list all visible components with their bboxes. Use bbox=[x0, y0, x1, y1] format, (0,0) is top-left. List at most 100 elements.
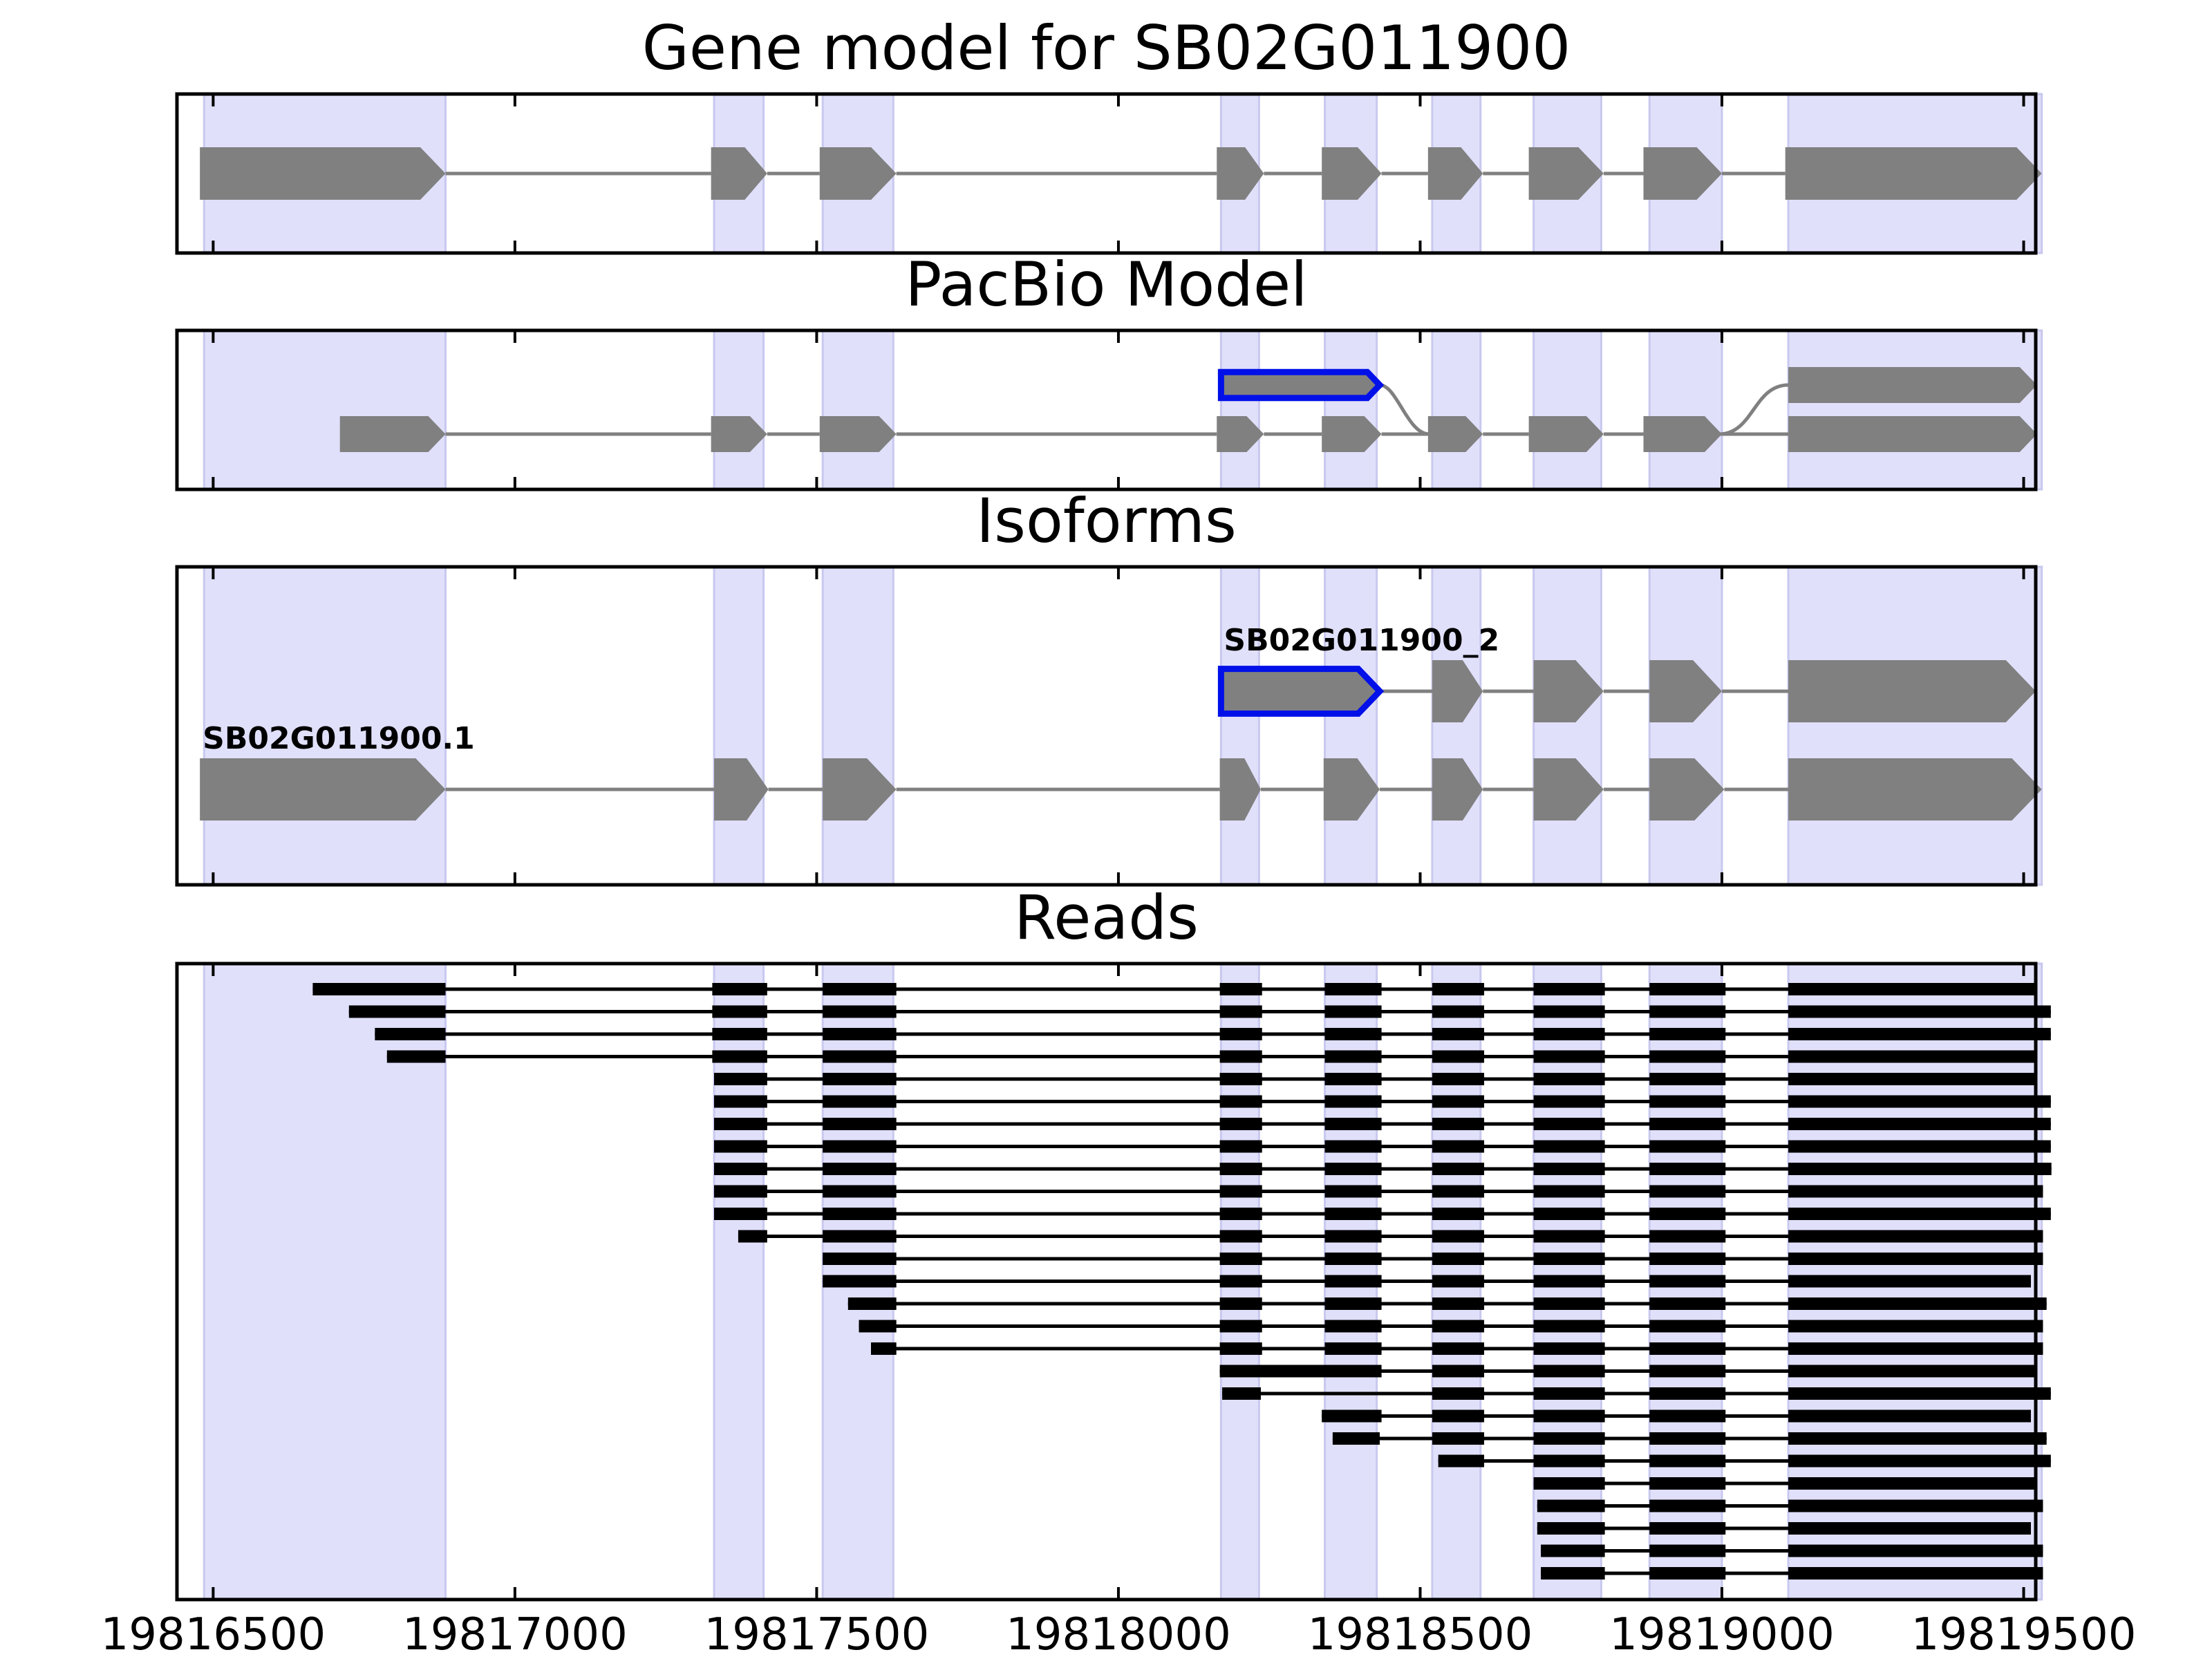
read-block bbox=[1432, 1297, 1485, 1310]
read-block bbox=[1533, 1185, 1605, 1198]
read-block bbox=[1324, 1005, 1382, 1018]
read-row bbox=[823, 1275, 2032, 1288]
read-block bbox=[1219, 1185, 1262, 1198]
exon-band bbox=[1787, 329, 2043, 491]
read-row bbox=[714, 1185, 2043, 1198]
read-block bbox=[1649, 1297, 1726, 1310]
read-block bbox=[1533, 1342, 1605, 1355]
read-row bbox=[348, 1005, 2051, 1018]
read-block bbox=[1219, 1140, 1262, 1153]
exon-band bbox=[1648, 565, 1723, 886]
read-block bbox=[738, 1230, 767, 1243]
read-row bbox=[1219, 1365, 2037, 1378]
transcript-track bbox=[339, 416, 2037, 452]
read-block bbox=[1432, 1005, 1485, 1018]
read-block bbox=[1533, 1387, 1605, 1400]
read-block bbox=[1432, 1365, 1485, 1378]
read-block bbox=[871, 1342, 897, 1355]
read-block bbox=[1649, 1185, 1726, 1198]
read-block bbox=[823, 1208, 897, 1220]
read-block bbox=[823, 983, 897, 995]
exon bbox=[1788, 416, 2037, 452]
exon bbox=[1643, 416, 1723, 452]
read-block bbox=[1219, 1073, 1262, 1085]
read-block bbox=[1649, 1387, 1726, 1400]
exon bbox=[1427, 147, 1483, 200]
exon bbox=[1788, 660, 2036, 722]
isoform-label: SB02G011900_2 bbox=[1224, 623, 1499, 658]
read-block bbox=[312, 983, 446, 995]
read-block bbox=[1533, 1365, 1605, 1378]
read-block bbox=[1324, 1297, 1382, 1310]
read-block bbox=[1541, 1544, 1605, 1557]
read-block bbox=[1788, 1499, 2043, 1512]
read-block bbox=[1324, 1118, 1382, 1130]
read-block bbox=[1219, 1297, 1262, 1310]
read-block bbox=[1219, 1342, 1262, 1355]
exon bbox=[711, 147, 767, 200]
read-block bbox=[1432, 1050, 1485, 1063]
read-block bbox=[1788, 1140, 2051, 1153]
read-block bbox=[1332, 1432, 1380, 1445]
read-block bbox=[1649, 1342, 1726, 1355]
read-block bbox=[1219, 1095, 1262, 1108]
read-block bbox=[714, 1163, 767, 1175]
read-block bbox=[1533, 1477, 1605, 1490]
read-row bbox=[714, 1095, 2051, 1108]
exon bbox=[1322, 147, 1382, 200]
read-row bbox=[1537, 1522, 2032, 1535]
read-block bbox=[1788, 1342, 2043, 1355]
read-block bbox=[1324, 1342, 1382, 1355]
read-row bbox=[714, 1118, 2051, 1130]
read-block bbox=[1788, 1050, 2036, 1063]
read-block bbox=[1324, 983, 1382, 995]
read-block bbox=[1788, 1163, 2052, 1175]
x-tick-label: 19819000 bbox=[1609, 1609, 1835, 1659]
read-block bbox=[1788, 983, 2036, 995]
exon bbox=[1528, 147, 1604, 200]
read-block bbox=[823, 1140, 897, 1153]
x-tick-label: 19817000 bbox=[402, 1609, 628, 1659]
read-row bbox=[1332, 1432, 2047, 1445]
read-block bbox=[1649, 1050, 1726, 1063]
read-block bbox=[1324, 1050, 1382, 1063]
read-block bbox=[1649, 1567, 1726, 1580]
read-block bbox=[1219, 1365, 1382, 1378]
read-block bbox=[1541, 1567, 1605, 1580]
read-block bbox=[1788, 1073, 2037, 1085]
read-row bbox=[1537, 1499, 2043, 1512]
read-block bbox=[714, 1208, 767, 1220]
exon-band bbox=[203, 565, 447, 886]
read-block bbox=[1533, 1253, 1605, 1265]
read-block bbox=[1649, 1432, 1726, 1445]
read-block bbox=[1438, 1454, 1485, 1468]
read-block bbox=[1533, 1028, 1605, 1040]
exon bbox=[1649, 660, 1723, 722]
exon bbox=[1785, 147, 2042, 200]
read-block bbox=[1649, 1320, 1726, 1333]
transcript-track bbox=[1217, 367, 2037, 436]
read-block bbox=[1533, 1454, 1605, 1468]
exon bbox=[819, 147, 897, 200]
read-block bbox=[1324, 1140, 1382, 1153]
read-block bbox=[714, 1095, 767, 1108]
read-block bbox=[712, 1028, 767, 1040]
exon-band bbox=[1324, 329, 1378, 491]
exon bbox=[1533, 660, 1604, 722]
read-row bbox=[1541, 1544, 2043, 1557]
exon bbox=[823, 758, 897, 821]
read-block bbox=[1432, 1432, 1485, 1445]
read-block bbox=[1788, 1095, 2051, 1108]
read-block bbox=[823, 1275, 897, 1288]
exon bbox=[1649, 758, 1725, 821]
exon-band bbox=[821, 329, 894, 491]
exon bbox=[1643, 147, 1723, 200]
x-tick-label: 19816500 bbox=[101, 1609, 326, 1659]
read-row bbox=[375, 1028, 2051, 1040]
read-block bbox=[1649, 1140, 1726, 1153]
read-block bbox=[1788, 1230, 2043, 1243]
read-row bbox=[714, 1073, 2037, 1085]
read-block bbox=[712, 1005, 767, 1018]
read-block bbox=[1432, 1320, 1485, 1333]
read-block bbox=[1649, 1163, 1726, 1175]
